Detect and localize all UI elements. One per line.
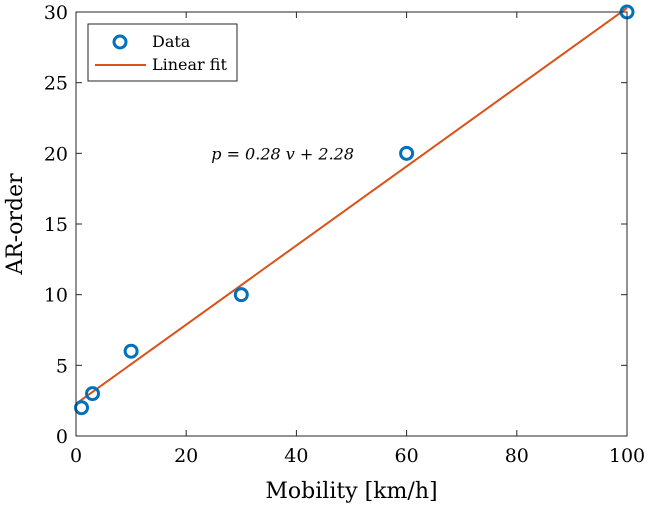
- ticks-layer: 0 20 40 60 80 100 0 5 10 15 20 25 30: [44, 2, 645, 467]
- x-tick-label: 0: [70, 445, 82, 467]
- x-tick-label: 60: [395, 445, 419, 467]
- plot-frame: [75, 11, 628, 437]
- data-point: [74, 400, 90, 416]
- x-axis-label: Mobility [km/h]: [265, 479, 437, 503]
- legend-label-linear-fit: Linear fit: [152, 55, 227, 74]
- y-tick-label: 15: [44, 214, 68, 236]
- legend: Data Linear fit: [87, 23, 238, 82]
- data-point: [233, 287, 249, 303]
- y-tick-label: 0: [56, 426, 68, 448]
- x-tick-label: 100: [609, 445, 645, 467]
- data-point: [85, 386, 101, 402]
- x-tick-label: 40: [284, 445, 308, 467]
- fit-line: [75, 7, 628, 405]
- fit-layer: [75, 7, 628, 405]
- y-tick-label: 25: [44, 73, 68, 95]
- fit-equation-annotation: p = 0.28 v + 2.28: [211, 144, 354, 163]
- data-point: [123, 343, 139, 359]
- data-point: [399, 145, 415, 161]
- legend-label-data: Data: [152, 32, 191, 51]
- y-tick-label: 10: [44, 285, 68, 307]
- legend-data-marker: [112, 34, 128, 50]
- y-tick-label: 5: [56, 355, 68, 377]
- x-tick-label: 20: [174, 445, 198, 467]
- y-tick-label: 20: [44, 143, 68, 165]
- y-axis-label: AR-order: [3, 173, 28, 276]
- legend-box: [87, 23, 238, 82]
- x-tick-label: 80: [505, 445, 529, 467]
- y-tick-label: 30: [44, 2, 68, 24]
